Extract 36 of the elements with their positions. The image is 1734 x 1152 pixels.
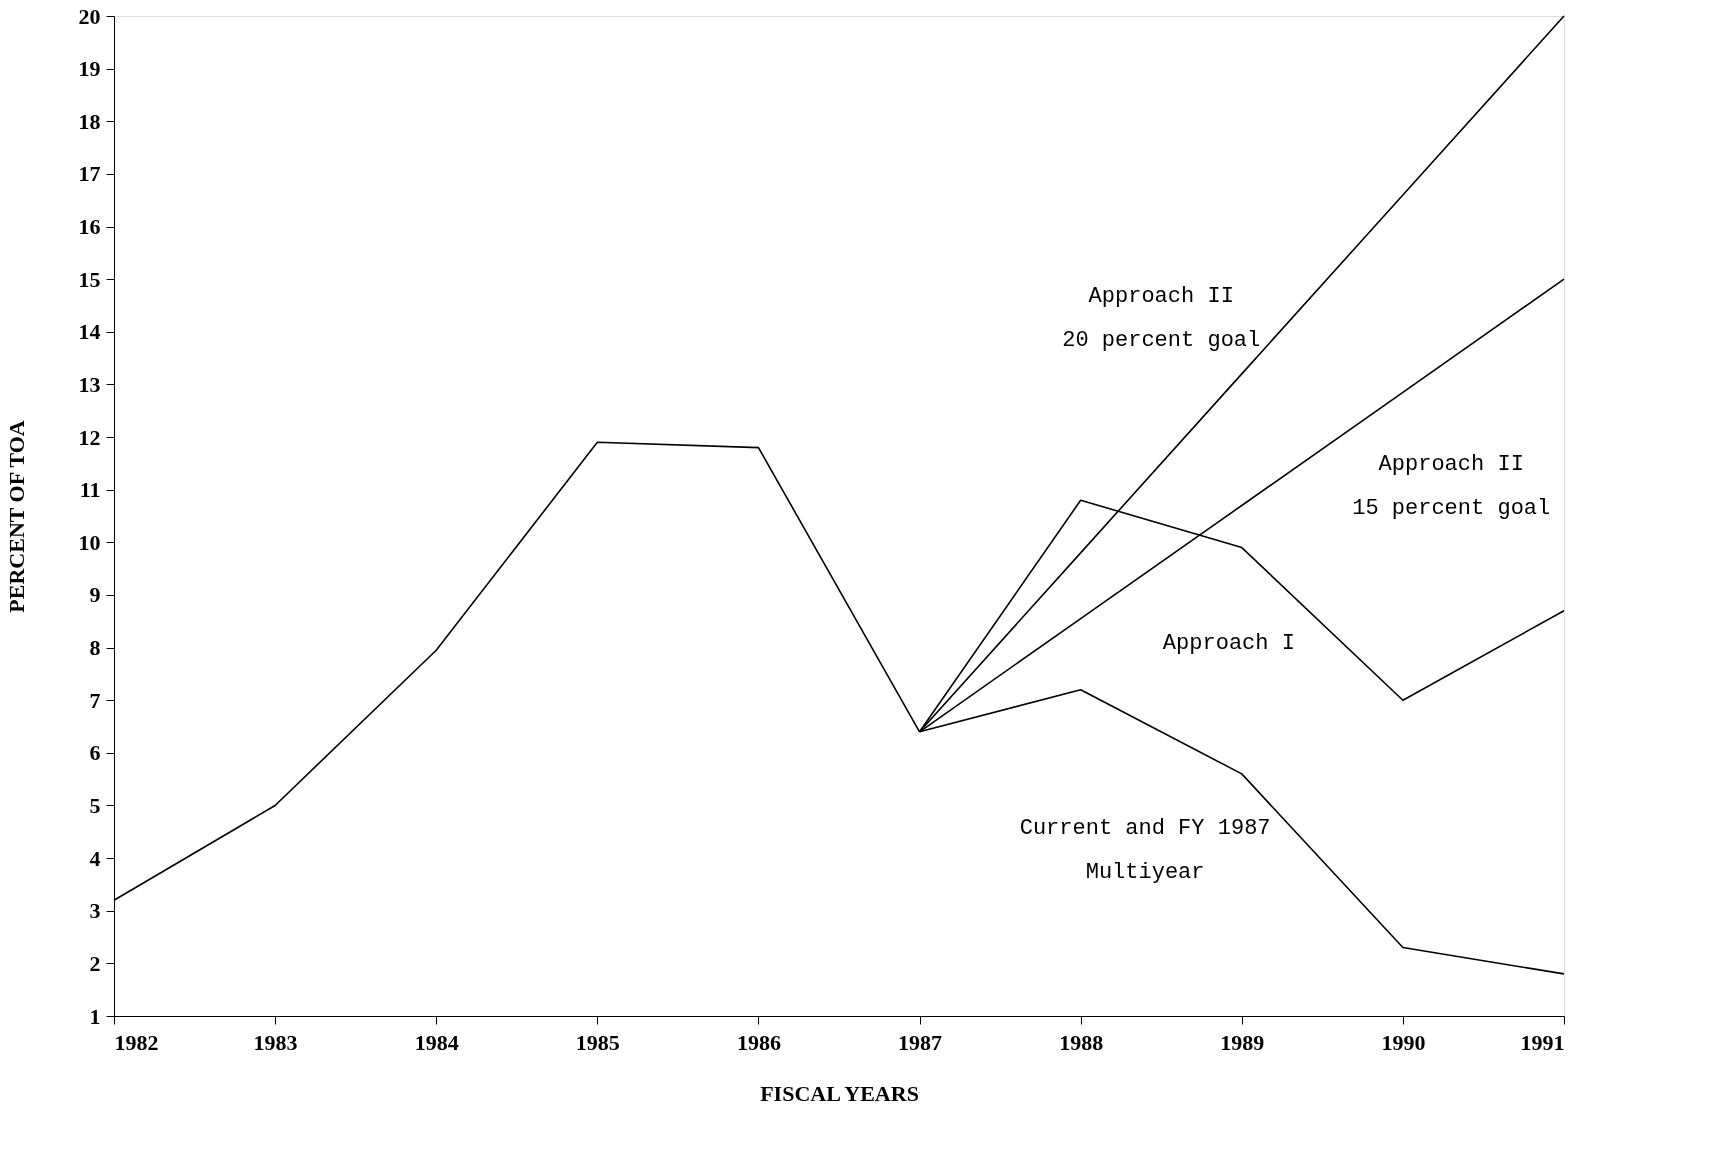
y-tick-label: 7 bbox=[89, 687, 101, 713]
y-axis-title: PERCENT OF TOA bbox=[3, 420, 29, 613]
x-tick-label: 1989 bbox=[1220, 1029, 1265, 1055]
y-tick-label: 10 bbox=[78, 529, 101, 555]
y-tick-label: 14 bbox=[78, 319, 101, 345]
series-label: Approach I bbox=[1162, 631, 1295, 657]
y-tick-label: 19 bbox=[78, 56, 101, 82]
y-tick-label: 11 bbox=[79, 477, 101, 503]
y-tick-label: 2 bbox=[89, 950, 101, 976]
y-tick-label: 9 bbox=[89, 582, 101, 608]
series-label: Approach II 15 percent goal bbox=[1352, 452, 1551, 522]
y-tick-label: 15 bbox=[78, 266, 101, 292]
y-tick-label: 20 bbox=[78, 3, 101, 29]
x-tick-label: 1984 bbox=[414, 1029, 459, 1055]
y-tick-label: 8 bbox=[89, 635, 101, 661]
x-tick-label: 1990 bbox=[1381, 1029, 1426, 1055]
x-tick-label: 1986 bbox=[736, 1029, 781, 1055]
x-tick-label: 1991 bbox=[1520, 1029, 1565, 1055]
y-tick-label: 12 bbox=[78, 424, 101, 450]
x-tick-label: 1985 bbox=[575, 1029, 620, 1055]
x-axis-title: FISCAL YEARS bbox=[760, 1080, 919, 1106]
y-tick-label: 18 bbox=[78, 108, 101, 134]
y-tick-label: 1 bbox=[89, 1003, 101, 1029]
y-tick-label: 4 bbox=[89, 845, 101, 871]
x-tick-label: 1982 bbox=[114, 1029, 159, 1055]
x-tick-label: 1987 bbox=[898, 1029, 943, 1055]
y-tick-label: 6 bbox=[89, 740, 101, 766]
y-tick-label: 16 bbox=[78, 214, 101, 240]
y-tick-label: 13 bbox=[78, 371, 101, 397]
y-tick-label: 17 bbox=[78, 161, 101, 187]
y-tick-label: 5 bbox=[89, 792, 101, 818]
x-tick-label: 1983 bbox=[253, 1029, 298, 1055]
x-tick-label: 1988 bbox=[1059, 1029, 1104, 1055]
series-label: Approach II 20 percent goal bbox=[1062, 283, 1261, 353]
series-label: Current and FY 1987 Multiyear bbox=[1019, 815, 1271, 885]
y-tick-label: 3 bbox=[89, 898, 101, 924]
